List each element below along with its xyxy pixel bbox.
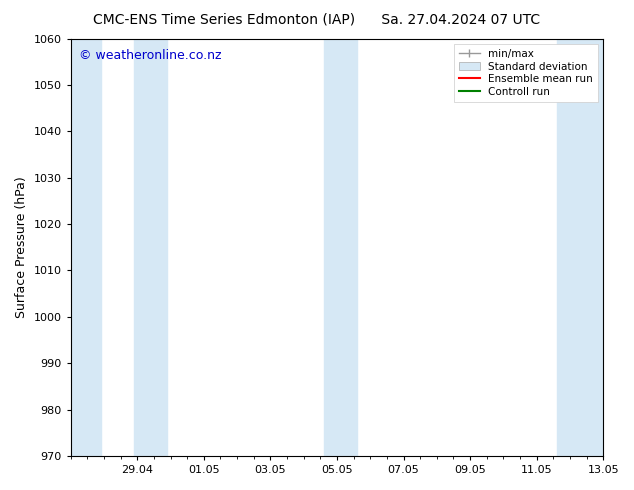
Text: © weatheronline.co.nz: © weatheronline.co.nz (79, 49, 221, 62)
Bar (134, 39, 167, 456)
Bar (557, 39, 603, 456)
Bar (323, 39, 357, 456)
Legend: min/max, Standard deviation, Ensemble mean run, Controll run: min/max, Standard deviation, Ensemble me… (454, 44, 598, 102)
Bar (71, 39, 101, 456)
Text: CMC-ENS Time Series Edmonton (IAP)      Sa. 27.04.2024 07 UTC: CMC-ENS Time Series Edmonton (IAP) Sa. 2… (93, 12, 541, 26)
Y-axis label: Surface Pressure (hPa): Surface Pressure (hPa) (15, 176, 28, 318)
